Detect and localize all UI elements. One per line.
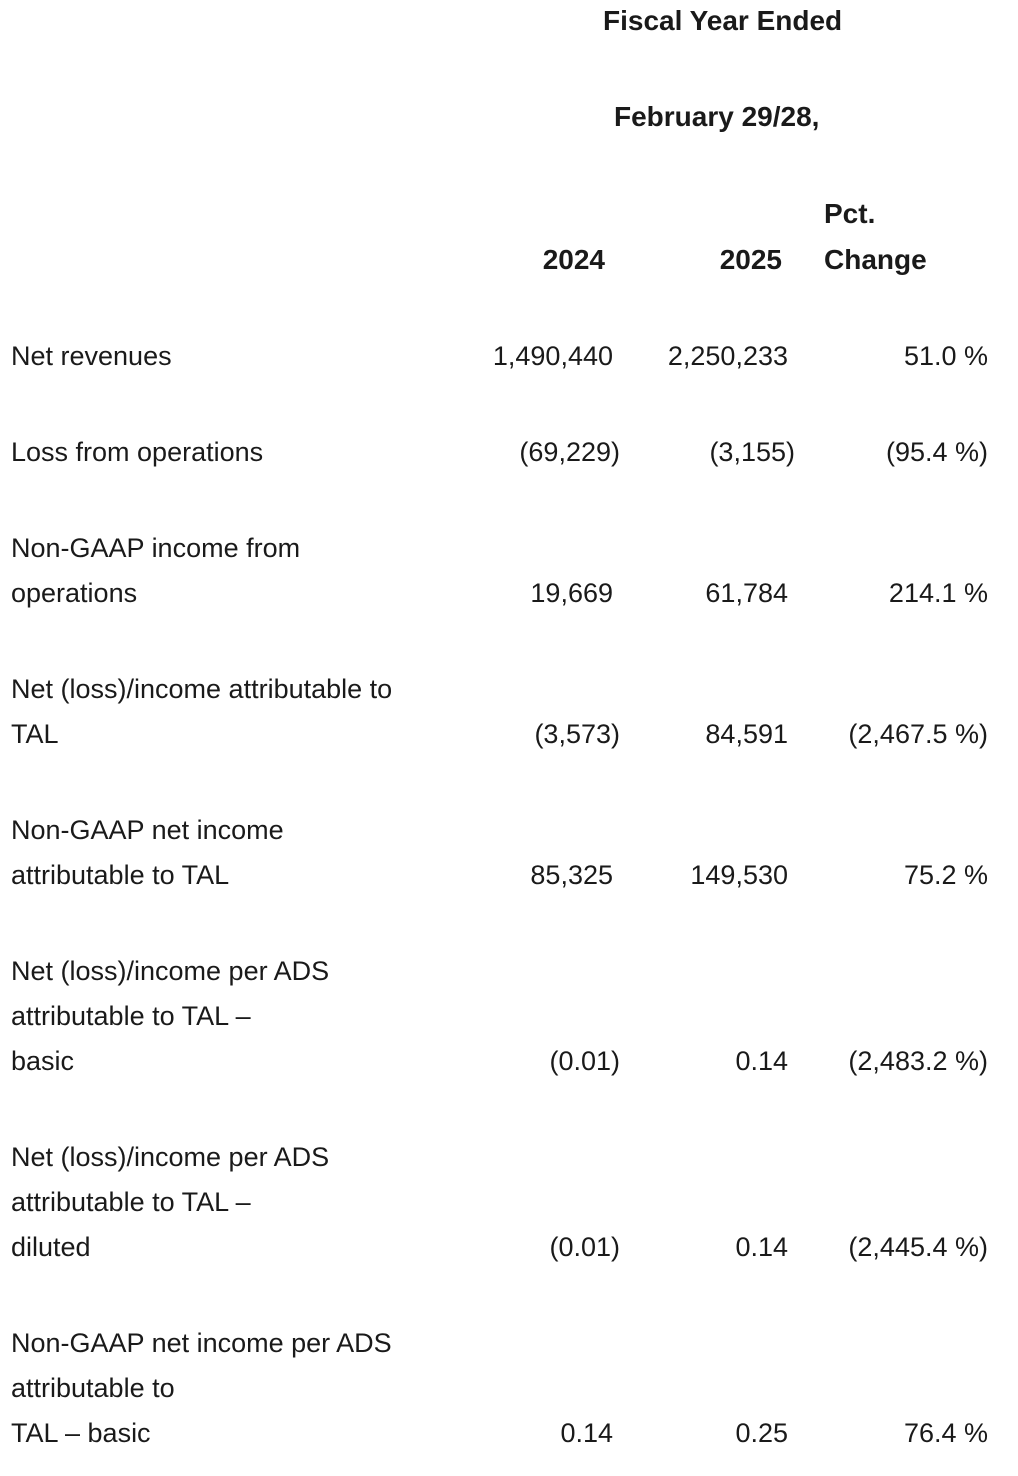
row-label: Loss from operations <box>11 437 264 467</box>
value-2024: (0.01) <box>549 1232 620 1262</box>
row-label: Net (loss)/income per ADS attributable t… <box>11 1142 330 1262</box>
value-2025: 0.14 <box>735 1046 788 1076</box>
value-pct-change: 75.2 % <box>903 860 988 890</box>
value-2024: 1,490,440 <box>492 341 613 371</box>
header-fiscal-year-ended: Fiscal Year Ended <box>603 5 843 36</box>
value-2024: 19,669 <box>530 578 613 608</box>
value-2025: (3,155) <box>709 437 795 467</box>
value-2024: 0.14 <box>560 1418 613 1448</box>
value-2025: 2,250,233 <box>667 341 788 371</box>
column-header-pct: Pct. <box>824 198 876 229</box>
row-label: Non-GAAP income from operations <box>11 533 301 608</box>
value-pct-change: 214.1 % <box>888 578 988 608</box>
row-label: Net revenues <box>11 341 172 371</box>
value-2025: 0.14 <box>735 1232 788 1262</box>
row-label: Non-GAAP net income attributable to TAL <box>11 815 284 890</box>
value-2024: (3,573) <box>534 719 620 749</box>
column-header-2024: 2024 <box>542 244 605 275</box>
column-header-change: Change <box>824 244 927 275</box>
row-label: Net (loss)/income per ADS attributable t… <box>11 956 330 1076</box>
row-label: Non-GAAP net income per ADS attributable… <box>11 1328 392 1448</box>
value-2024: (69,229) <box>519 437 620 467</box>
value-2024: 85,325 <box>530 860 613 890</box>
value-2025: 0.25 <box>735 1418 788 1448</box>
value-pct-change: (95.4 %) <box>885 437 988 467</box>
value-2025: 149,530 <box>690 860 788 890</box>
header-february: February 29/28, <box>614 101 820 132</box>
value-pct-change: (2,445.4 %) <box>848 1232 988 1262</box>
value-pct-change: 76.4 % <box>903 1418 988 1448</box>
column-header-2025: 2025 <box>719 244 782 275</box>
value-pct-change: 51.0 % <box>903 341 988 371</box>
value-2024: (0.01) <box>549 1046 620 1076</box>
value-pct-change: (2,467.5 %) <box>848 719 988 749</box>
value-2025: 61,784 <box>705 578 788 608</box>
row-label: Net (loss)/income attributable to TAL <box>11 674 393 749</box>
value-pct-change: (2,483.2 %) <box>848 1046 988 1076</box>
value-2025: 84,591 <box>705 719 788 749</box>
